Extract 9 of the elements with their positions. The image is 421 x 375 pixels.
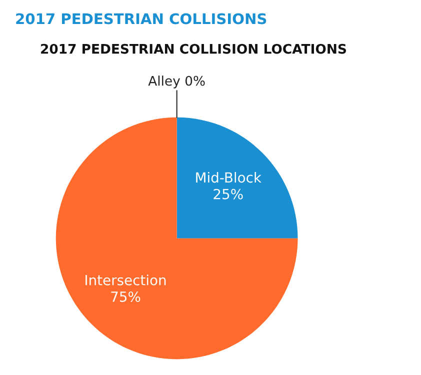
category-label: Alley 0% xyxy=(148,76,205,88)
slice-label: Mid-Block xyxy=(196,172,262,183)
pie-slice xyxy=(56,117,298,360)
pie-slice xyxy=(176,117,298,238)
data-label: 25% xyxy=(214,188,243,200)
data-label: 75% xyxy=(111,291,140,302)
chart-title: 2017 PEDESTRIAN COLLISIONS xyxy=(16,13,266,24)
chart-subtitle: 2017 PEDESTRIAN COLLISION LOCATIONS xyxy=(41,44,346,54)
slice-label: Intersection xyxy=(86,274,166,286)
